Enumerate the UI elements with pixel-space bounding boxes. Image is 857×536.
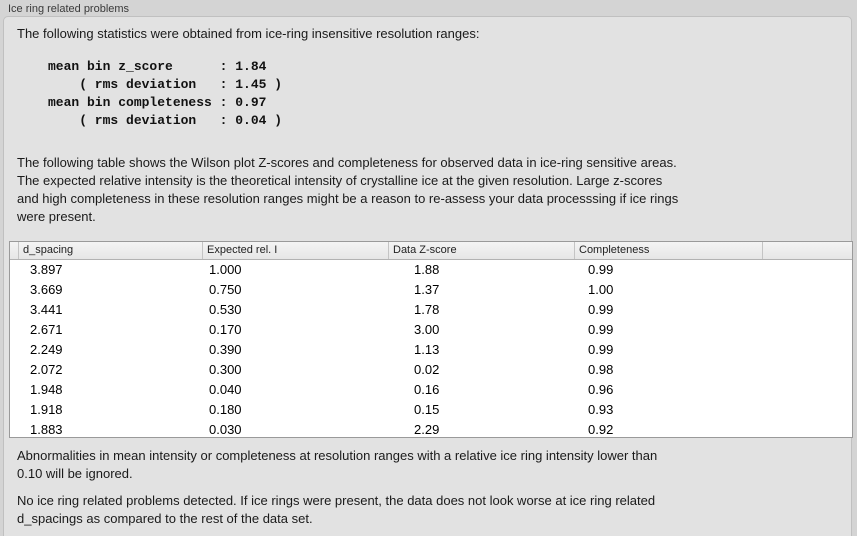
table-cell: 1.88: [414, 262, 440, 278]
table-row[interactable]: 3.669 0.750 1.37 1.00: [10, 280, 852, 300]
table-cell: 0.530: [209, 302, 242, 318]
table-body: 3.897 1.000 1.88 0.99 3.669 0.750 1.37 1.00 3.44…: [10, 260, 852, 437]
table-cell: 0.98: [588, 361, 614, 377]
table-row[interactable]: 2.072 0.300 0.02 0.98: [10, 359, 852, 379]
table-cell: 3.00: [414, 322, 440, 338]
table-cell: 0.750: [209, 282, 242, 298]
table-header-gutter: [10, 242, 19, 259]
table-row[interactable]: 1.883 0.030 2.29 0.92: [10, 419, 852, 437]
table-cell: 0.92: [588, 421, 614, 437]
table-cell: 0.170: [209, 322, 242, 338]
table-cell: 0.300: [209, 361, 242, 377]
ice-ring-groupbox: The following statistics were obtained f…: [3, 16, 853, 536]
table-description-text: The following table shows the Wilson plo…: [17, 155, 679, 224]
table-cell: 0.180: [209, 401, 242, 417]
table-cell: 1.918: [30, 401, 63, 417]
table-cell: 3.441: [30, 302, 63, 318]
column-header-d-spacing[interactable]: d_spacing: [19, 242, 203, 259]
table-cell: 2.671: [30, 322, 63, 338]
table-row[interactable]: 1.948 0.040 0.16 0.96: [10, 379, 852, 399]
ice-ring-table[interactable]: d_spacing Expected rel. I Data Z-score Comp…: [9, 241, 853, 438]
table-cell: 1.13: [414, 342, 440, 357]
table-cell: 1.00: [588, 282, 614, 298]
table-row[interactable]: 1.918 0.180 0.15 0.93: [10, 399, 852, 419]
table-row[interactable]: 2.249 0.390 1.13 0.99: [10, 340, 852, 360]
stats-intro-text: The following statistics were obtained f…: [17, 26, 480, 41]
table-cell: 1.948: [30, 381, 63, 397]
table-cell: 1.37: [414, 282, 440, 298]
table-cell: 0.040: [209, 381, 242, 397]
table-cell: 0.030: [209, 421, 242, 437]
table-cell: 1.883: [30, 421, 63, 437]
table-cell: 2.29: [414, 421, 440, 437]
table-cell: 0.99: [588, 302, 614, 318]
table-cell: 0.02: [414, 361, 440, 377]
table-header-row: d_spacing Expected rel. I Data Z-score Comp…: [10, 242, 852, 260]
table-row[interactable]: 3.897 1.000 1.88 0.99: [10, 260, 852, 280]
table-cell: 3.897: [30, 262, 63, 278]
stats-values-block: mean bin z_score : 1.84 ( rms deviation …: [48, 59, 283, 128]
table-cell: 0.99: [588, 342, 614, 357]
column-header-completeness[interactable]: Completeness: [575, 242, 763, 259]
column-header-data-z-score[interactable]: Data Z-score: [389, 242, 575, 259]
ignore-note-text: Abnormalities in mean intensity or compl…: [17, 448, 658, 481]
table-cell: 0.16: [414, 381, 440, 397]
panel-title: Ice ring related problems: [8, 3, 130, 15]
table-cell: 2.249: [30, 342, 63, 357]
column-header-expected-rel-i[interactable]: Expected rel. I: [203, 242, 389, 259]
table-row[interactable]: 3.441 0.530 1.78 0.99: [10, 300, 852, 320]
table-cell: 0.99: [588, 262, 614, 278]
table-cell: 0.390: [209, 342, 242, 357]
table-row[interactable]: 2.671 0.170 3.00 0.99: [10, 320, 852, 340]
table-cell: 1.78: [414, 302, 440, 318]
table-cell: 3.669: [30, 282, 63, 298]
table-cell: 0.15: [414, 401, 440, 417]
table-cell: 0.99: [588, 322, 614, 338]
table-cell: 2.072: [30, 361, 63, 377]
table-cell: 0.93: [588, 401, 614, 417]
table-cell: 0.96: [588, 381, 614, 397]
conclusion-text: No ice ring related problems detected. I…: [17, 493, 656, 526]
column-header-empty: [763, 242, 852, 259]
table-cell: 1.000: [209, 262, 242, 278]
